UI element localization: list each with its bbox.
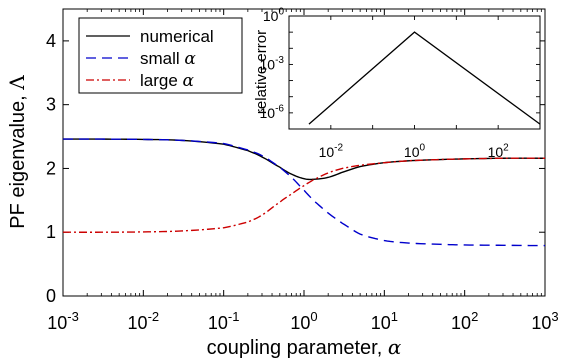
x-tick-label: 10-3 <box>47 309 79 333</box>
x-tick-label: 101 <box>371 309 398 333</box>
main-series <box>62 138 546 247</box>
y-tick-label: 3 <box>46 95 56 115</box>
x-tick-label: 100 <box>290 309 317 333</box>
series-line-1 <box>62 138 546 247</box>
inset-series-line-0 <box>308 31 541 125</box>
y-tick-label: 2 <box>46 158 56 178</box>
y-axis-label-text: PF eigenvalue, Λ <box>5 75 29 229</box>
inset-x-tick-label: 100 <box>404 143 426 160</box>
legend: numerical small α large α <box>78 17 243 94</box>
x-tick-label: 103 <box>531 309 558 333</box>
series-line-2 <box>63 157 545 233</box>
inset-chart: 10-2 100 102 10-6 10-3 100 relative error <box>253 7 541 160</box>
inset-y-axis-label-text: relative error <box>253 30 270 114</box>
x-tick-label: 10-1 <box>208 309 240 333</box>
inset-x-tick-label: 102 <box>488 143 510 160</box>
y-tick-label: 4 <box>46 31 56 51</box>
y-tick-label: 1 <box>46 222 56 242</box>
x-tick-label: 102 <box>451 309 478 333</box>
inset-y-tick-label: 100 <box>263 7 285 24</box>
inset-y-tick-label: 10-6 <box>260 104 285 121</box>
y-tick-label: 0 <box>46 286 56 306</box>
inset-x-tick-label: 10-2 <box>319 143 344 160</box>
inset-ticks: 10-2 100 102 10-6 10-3 100 <box>260 7 541 160</box>
legend-label-numerical: numerical <box>140 27 214 46</box>
inset-series <box>308 31 541 125</box>
x-tick-label: 10-2 <box>128 309 160 333</box>
inset-plot-frame <box>288 15 541 130</box>
legend-label-small-alpha: small α <box>140 49 196 69</box>
y-axis-label: PF eigenvalue, Λ <box>5 75 29 229</box>
inset-y-axis-label: relative error <box>253 30 270 114</box>
x-axis-label: coupling parameter, α <box>207 335 402 359</box>
main-ticks: 10-3 10-2 10-1 100 101 102 103 0 1 2 3 4 <box>46 9 559 333</box>
legend-label-large-alpha: large α <box>140 71 195 91</box>
x-axis-label-text: coupling parameter, α <box>207 335 402 359</box>
inset-y-tick-label: 10-3 <box>260 55 285 72</box>
